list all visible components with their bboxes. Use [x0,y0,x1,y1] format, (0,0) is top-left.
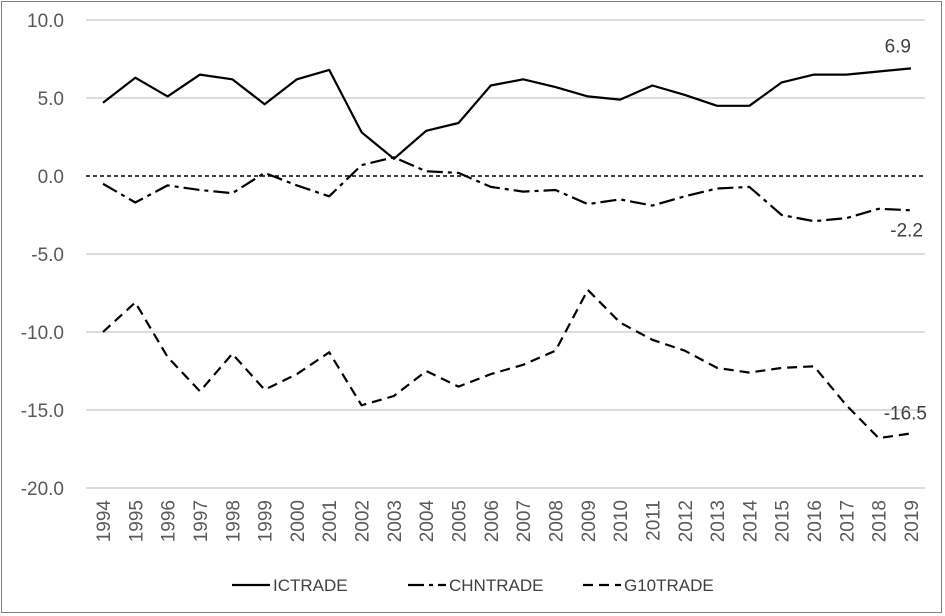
x-tick-label: 1997 [191,500,212,542]
series-line-ictrade [102,67,912,160]
x-tick-label: 2000 [288,500,309,542]
x-tick-label: 2016 [805,500,826,542]
x-tick-label: 2001 [320,500,341,542]
x-tick-label: 1999 [256,500,277,542]
legend-label-chntrade: CHNTRADE [449,576,543,595]
x-tick-label: 2011 [643,500,664,541]
x-tick-label: 2013 [708,500,729,542]
series-lines [102,67,912,440]
x-tick-label: 2004 [417,500,438,543]
y-tick-label: -20.0 [21,479,64,500]
y-tick-label: 0.0 [38,167,64,188]
series-line-g10trade [102,288,912,440]
x-tick-label: 2002 [353,500,374,542]
x-tick-label: 2008 [546,500,567,542]
x-tick-label: 2014 [740,500,761,543]
x-tick-label: 2007 [514,500,535,542]
annotation-ictrade: 6.9 [885,36,911,57]
x-tick-label: 2005 [450,500,471,542]
legend-label-ictrade: ICTRADE [273,576,348,595]
y-tick-label: -15.0 [21,401,64,422]
annotation-chntrade: -2.2 [890,220,923,241]
end-value-annotations: 6.9 -2.2 -16.5 [884,36,927,424]
x-tick-label: 2009 [579,500,600,542]
x-tick-label: 1994 [94,500,115,543]
x-tick-label: 2017 [837,500,858,542]
y-tick-label: 5.0 [38,89,64,110]
y-tick-label: -10.0 [21,323,64,344]
x-tick-label: 1998 [223,500,244,542]
x-tick-label: 2010 [611,500,632,542]
legend: ICTRADE CHNTRADE G10TRADE [232,576,714,595]
x-tick-label: 2018 [870,500,891,542]
annotation-g10trade: -16.5 [884,403,927,424]
x-tick-label: 1995 [126,500,147,542]
gridlines [86,19,925,489]
x-tick-label: 2003 [385,500,406,542]
y-tick-label: 10.0 [27,11,64,32]
series-line-chntrade [102,156,912,223]
x-tick-label: 1996 [159,500,180,542]
x-tick-label: 2006 [482,500,503,542]
legend-label-g10trade: G10TRADE [624,576,714,595]
y-axis-tick-labels: 10.0 5.0 0.0 -5.0 -10.0 -15.0 -20.0 [21,11,64,500]
x-axis-tick-labels: 1994 1995 1996 1997 1998 1999 2000 2001 2002 2003… [94,500,923,543]
x-tick-label: 2019 [902,500,923,542]
x-tick-label: 2012 [676,500,697,542]
y-tick-label: -5.0 [31,245,64,266]
x-tick-label: 2015 [773,500,794,542]
